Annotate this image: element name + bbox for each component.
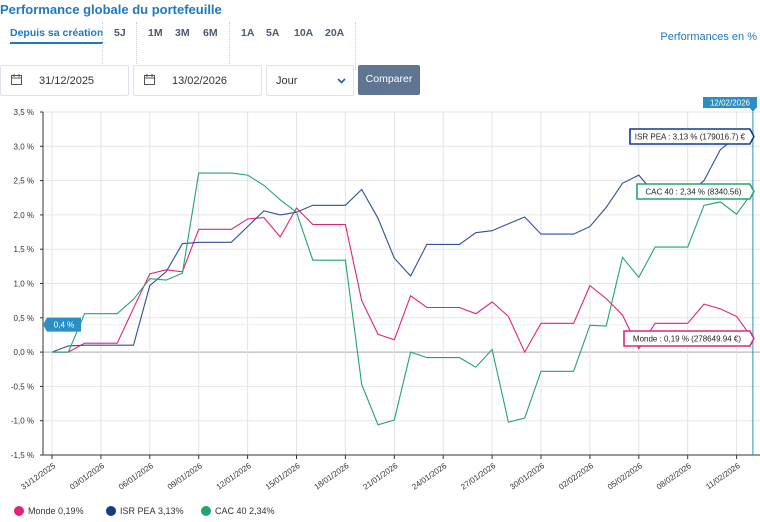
page-title: Performance globale du portefeuille <box>0 2 222 17</box>
x-tick-label: 24/01/2026 <box>410 461 448 492</box>
calendar-icon <box>144 74 155 85</box>
y-tick-label: -1,5 % <box>11 451 34 460</box>
x-tick-label: 21/01/2026 <box>361 461 399 492</box>
granularity-value: Jour <box>276 75 298 87</box>
legend-label: Monde <box>28 506 56 516</box>
tooltip-box-cac-40 <box>636 183 755 200</box>
crosshair-x-label: 12/02/2026 <box>710 99 751 108</box>
start-date-value: 31/12/2025 <box>39 75 95 87</box>
x-tick-label: 05/02/2026 <box>606 461 644 492</box>
y-tick-label: 1,5 % <box>14 245 34 254</box>
crosshair-y-label: 0,4 % <box>54 321 74 330</box>
series-line-cac-40 <box>52 172 754 426</box>
x-tick-label: 08/02/2026 <box>655 461 693 492</box>
legend-item-cac-40[interactable]: CAC 40 2,34% <box>201 506 275 516</box>
calendar-icon <box>11 74 22 85</box>
crosshair-y-badge <box>43 317 81 332</box>
tooltip-text: ISR PEA : 3,13 % (179016.7) € <box>635 133 746 142</box>
tooltip-text: Monde : 0,19 % (278649.94 €) <box>633 335 741 344</box>
y-tick-label: -1,0 % <box>11 417 34 426</box>
granularity-select[interactable]: Jour <box>266 65 354 96</box>
x-tick-label: 30/01/2026 <box>508 461 546 492</box>
tab-divider <box>102 22 103 70</box>
y-tick-label: 2,5 % <box>14 177 34 186</box>
y-tick-label: 0,0 % <box>14 348 34 357</box>
y-tick-label: -0,5 % <box>11 382 34 391</box>
x-tick-label: 12/01/2026 <box>215 461 253 492</box>
chevron-down-icon <box>337 78 346 84</box>
legend-item-isr-pea[interactable]: ISR PEA 3,13% <box>106 506 184 516</box>
series-line-isr-pea <box>51 136 753 353</box>
tab-6m[interactable]: 6M <box>203 27 218 39</box>
x-tick-label: 31/12/2025 <box>19 461 57 492</box>
x-tick-label: 09/01/2026 <box>166 461 204 492</box>
tab-5j[interactable]: 5J <box>114 27 126 39</box>
legend-dot <box>106 506 116 516</box>
tab-5a[interactable]: 5A <box>266 27 280 39</box>
tooltip-text: CAC 40 : 2,34 % (8340.56) <box>645 188 741 197</box>
legend-item-monde[interactable]: Monde 0,19% <box>14 506 84 516</box>
x-tick-label: 15/01/2026 <box>264 461 302 492</box>
x-tick-label: 02/02/2026 <box>557 461 595 492</box>
tab-divider <box>229 22 230 70</box>
y-tick-label: 1,0 % <box>14 280 34 289</box>
legend-value: 0,19% <box>58 506 84 516</box>
legend-value: 3,13% <box>158 506 184 516</box>
crosshair-x-badge <box>703 97 757 112</box>
tooltip-box-monde <box>623 330 755 347</box>
x-tick-label: 11/02/2026 <box>704 461 742 491</box>
x-tick-label: 18/01/2026 <box>313 461 351 492</box>
y-tick-label: 0,5 % <box>14 314 34 323</box>
legend-label: CAC 40 <box>215 506 247 516</box>
tab-3m[interactable]: 3M <box>175 27 190 39</box>
tab-1m[interactable]: 1M <box>148 27 163 39</box>
x-tick-label: 27/01/2026 <box>459 461 497 492</box>
y-tick-label: 2,0 % <box>14 211 34 220</box>
end-date-input[interactable]: 13/02/2026 <box>133 65 262 96</box>
y-tick-label: 3,5 % <box>14 108 34 117</box>
performance-unit-label: Performances en % <box>660 31 757 43</box>
legend-dot <box>201 506 211 516</box>
start-date-input[interactable]: 31/12/2025 <box>0 65 129 96</box>
legend-dot <box>14 506 24 516</box>
y-tick-label: 3,0 % <box>14 142 34 151</box>
tab-depuis-creation[interactable]: Depuis sa création <box>10 27 104 44</box>
legend-value: 2,34% <box>249 506 275 516</box>
compare-button[interactable]: Comparer <box>358 65 420 95</box>
tab-divider <box>136 22 137 70</box>
performance-chart[interactable]: 3,5 % 3,0 % 2,5 % 2,0 % 1,5 % 1,0 % 0,5 % 0,0 %… <box>0 0 760 500</box>
tab-divider <box>355 22 356 70</box>
tab-10a[interactable]: 10A <box>294 27 314 39</box>
tab-1a[interactable]: 1A <box>241 27 255 39</box>
x-tick-label: 06/01/2026 <box>117 461 155 492</box>
end-date-value: 13/02/2026 <box>172 75 228 87</box>
tab-20a[interactable]: 20A <box>325 27 345 39</box>
tooltip-box-isr-pea <box>629 128 755 145</box>
x-tick-label: 03/01/2026 <box>68 461 106 492</box>
legend-label: ISR PEA <box>120 506 156 516</box>
